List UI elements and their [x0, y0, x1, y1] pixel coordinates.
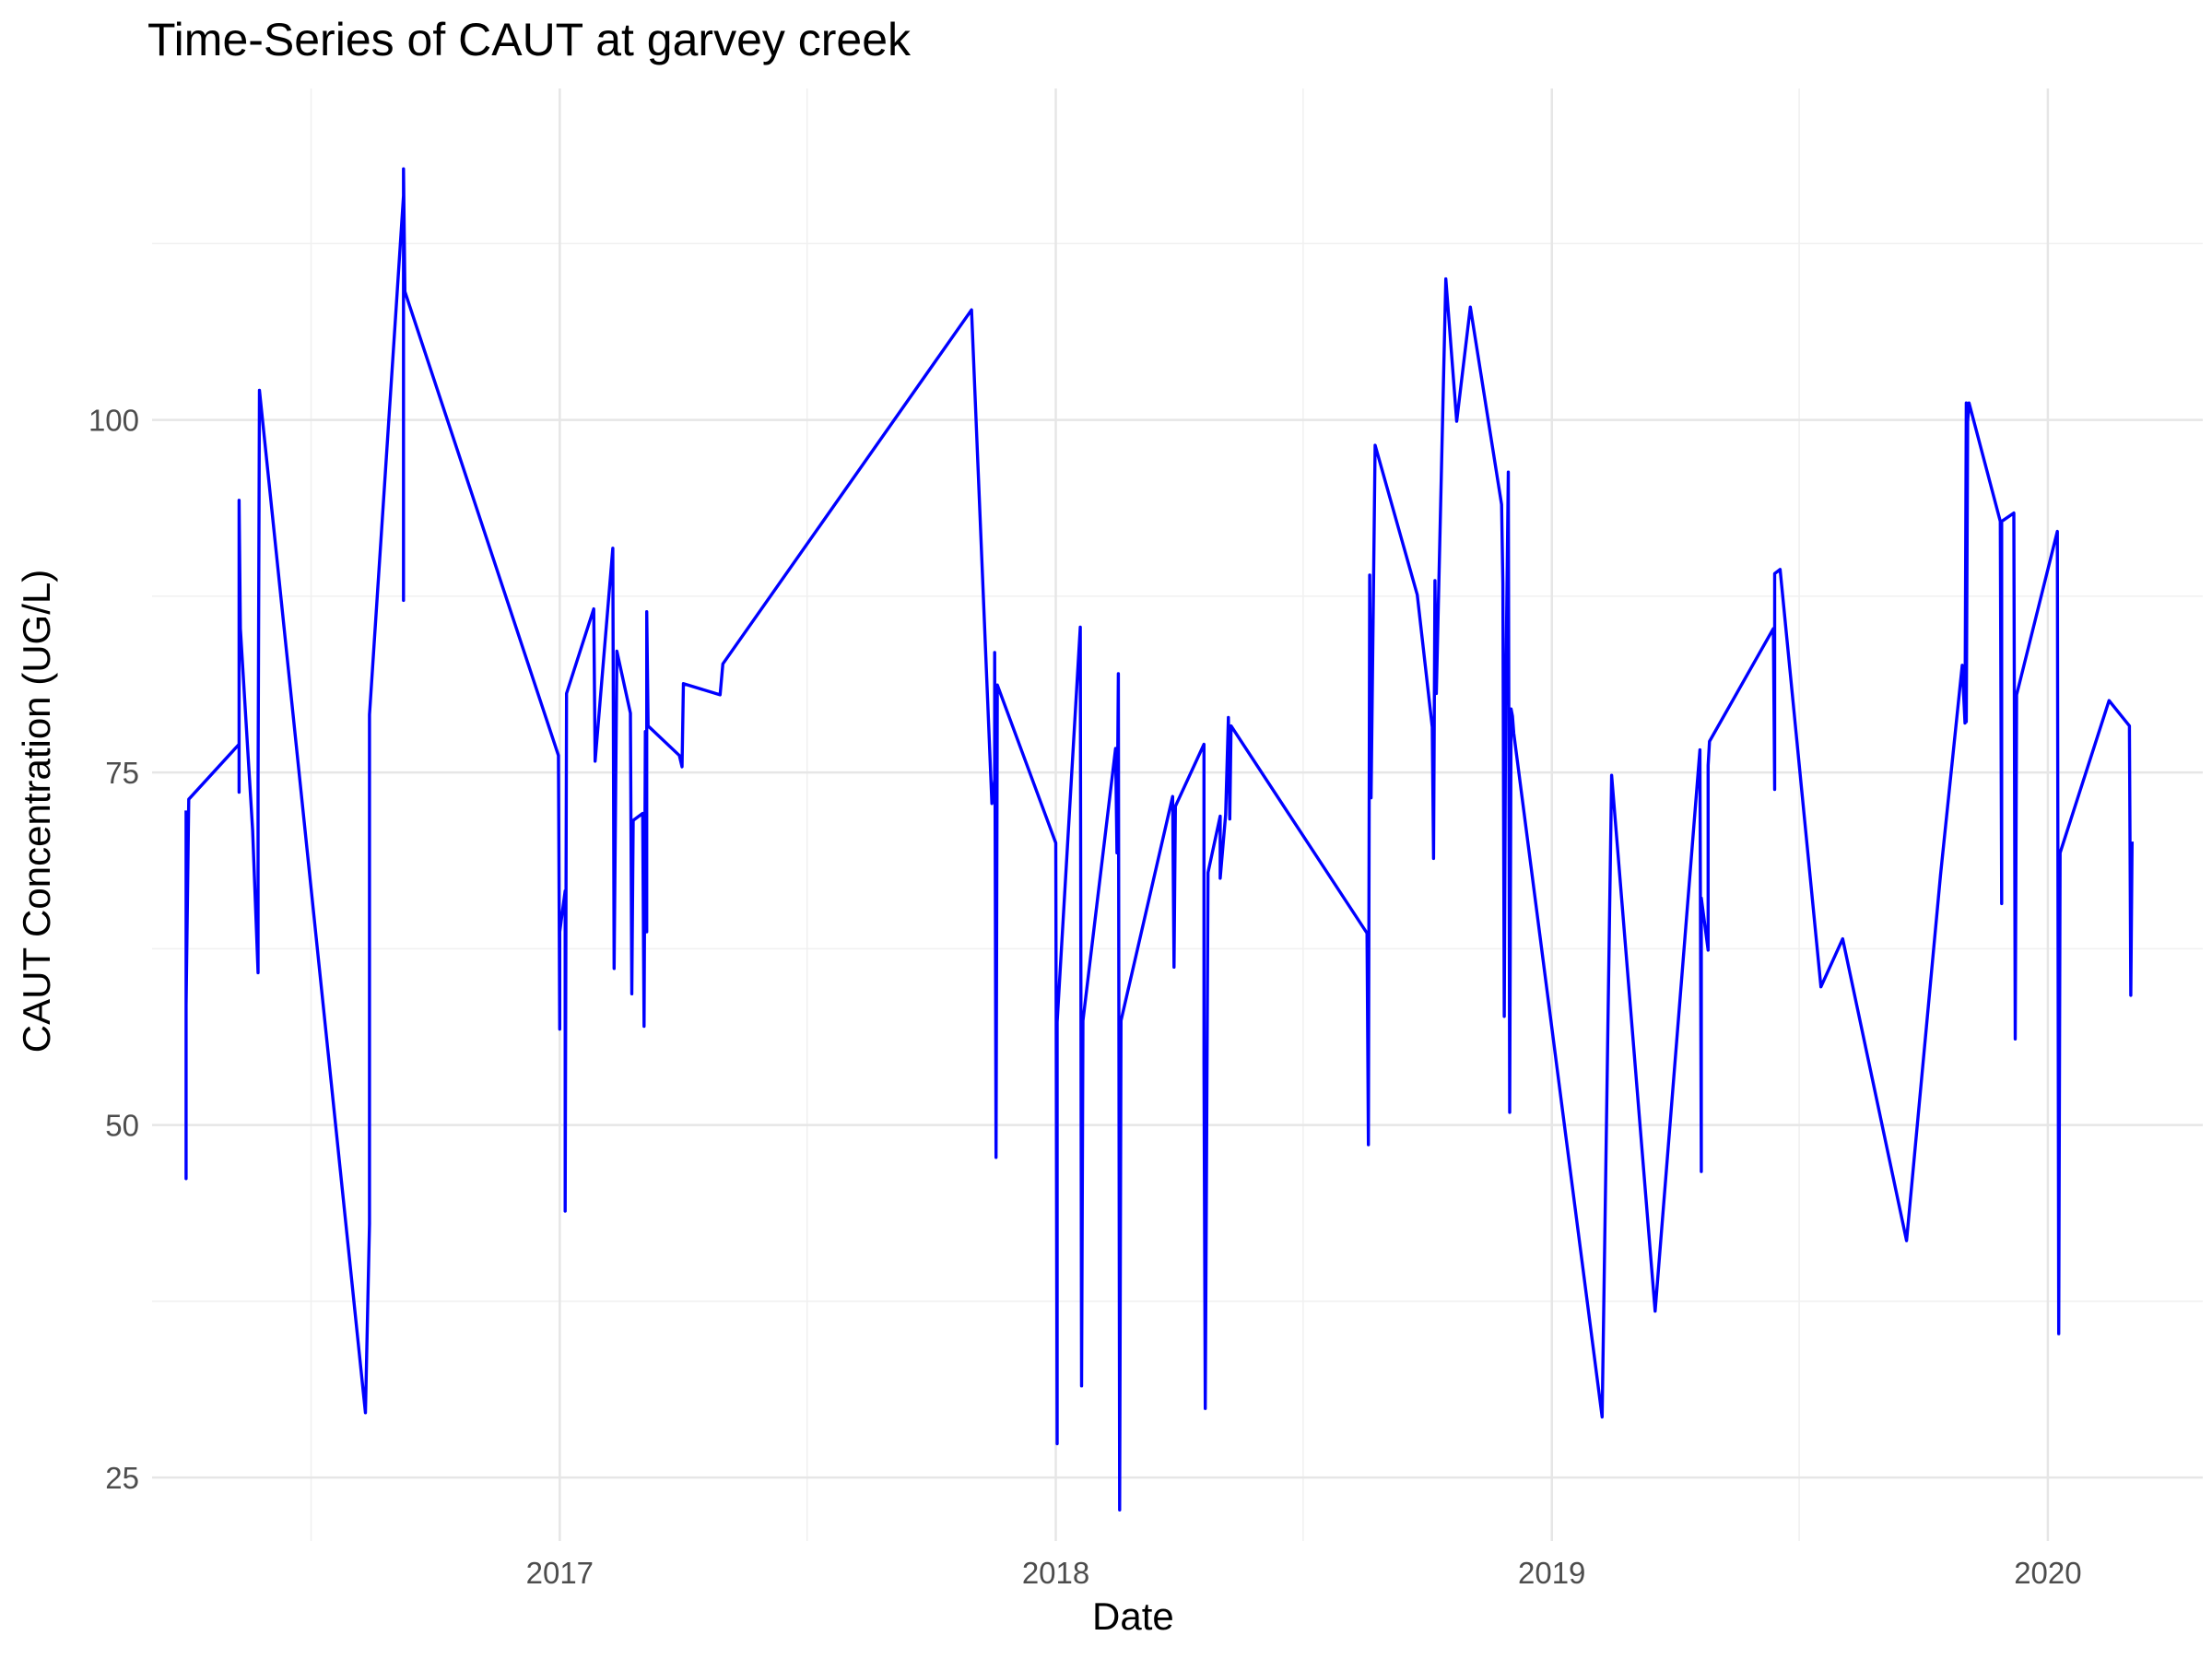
y-tick-label: 50: [105, 1109, 139, 1143]
x-axis-label: Date: [1092, 1594, 1174, 1638]
x-tick-label: 2017: [526, 1556, 594, 1590]
x-tick-label: 2018: [1022, 1556, 1089, 1590]
y-tick-label: 75: [105, 756, 139, 790]
x-tick-label: 2020: [2014, 1556, 2081, 1590]
x-tick-label: 2019: [1518, 1556, 1585, 1590]
chart-title: Time-Series of CAUT at garvey creek: [147, 14, 912, 65]
y-tick-label: 100: [88, 404, 139, 438]
y-axis-label: CAUT Concentration (UG/L): [15, 569, 58, 1053]
series-line: [184, 167, 2134, 1512]
y-tick-label: 25: [105, 1461, 139, 1495]
